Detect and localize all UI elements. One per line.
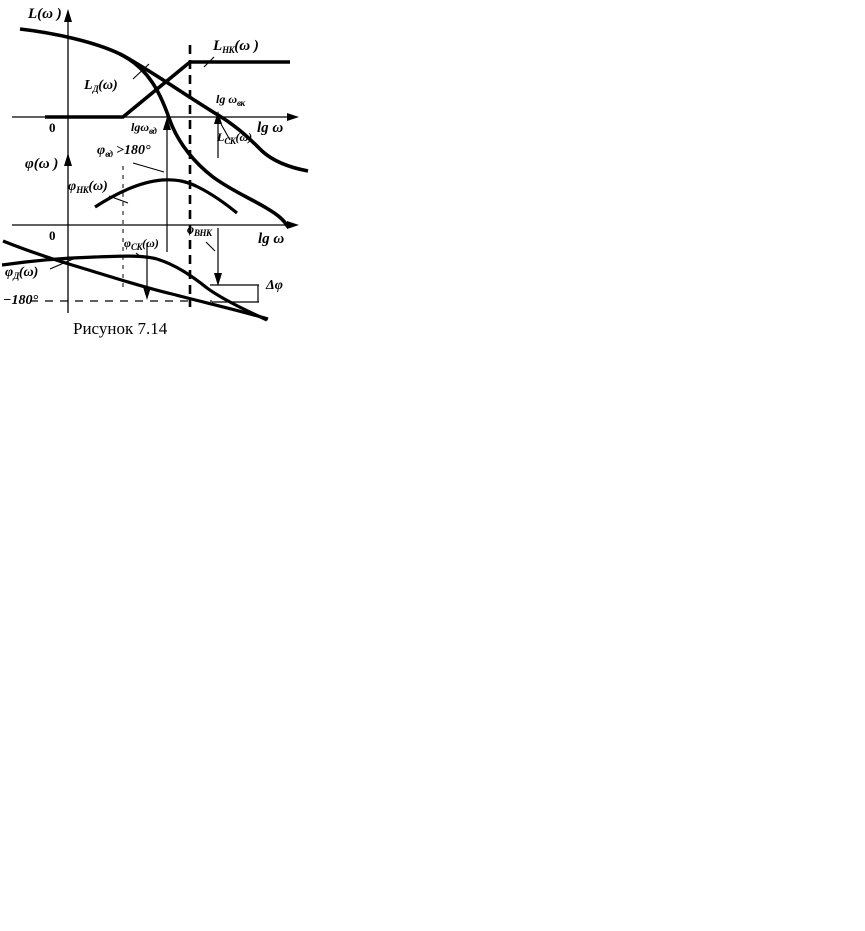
label-lg-omega-vk: lg ωвк bbox=[216, 92, 245, 108]
label-delta-phi: Δφ bbox=[266, 278, 283, 293]
label-phi-axis: φ(ω ) bbox=[25, 156, 59, 172]
figure-caption: Рисунок 7.14 bbox=[73, 319, 168, 338]
phi-axis-arrow-up-icon bbox=[64, 153, 72, 166]
label-phi-sk: φСК(ω) bbox=[124, 236, 159, 252]
label-phi-nk: φНК(ω) bbox=[68, 179, 108, 195]
arrow-phi-vnk-down bbox=[214, 228, 222, 286]
label-zero-top: 0 bbox=[49, 120, 56, 135]
label-L-d: LД(ω) bbox=[84, 78, 118, 94]
label-leader-lines bbox=[49, 56, 231, 270]
axis-arrow-up-icon bbox=[64, 9, 72, 22]
arrow-omega-vk bbox=[214, 111, 222, 158]
label-minus-180: −180° bbox=[3, 293, 39, 308]
label-L-nk: LНК(ω ) bbox=[213, 38, 259, 55]
axis-arrow-right-icon bbox=[287, 113, 299, 121]
curve-L-d bbox=[19, 27, 290, 228]
axis-arrow-right-icon bbox=[287, 221, 299, 229]
curve-L-sk bbox=[119, 52, 309, 173]
arrow-up-icon bbox=[214, 111, 222, 124]
arrow-down-icon bbox=[214, 273, 222, 286]
curve-phi-sk bbox=[1, 254, 268, 322]
curve-L-nk bbox=[45, 60, 290, 119]
label-lg-omega-top: lg ω bbox=[257, 120, 284, 136]
label-phi-vd-over-180: φвд >180° bbox=[97, 143, 151, 159]
delta-phi-bracket bbox=[210, 284, 259, 303]
curve-phi-nk bbox=[94, 178, 239, 215]
label-L-axis: L(ω ) bbox=[28, 6, 62, 22]
arrow-down-icon bbox=[143, 287, 151, 300]
label-L-sk: LСК(ω) bbox=[217, 130, 253, 146]
arrow-phi-sk-down bbox=[143, 243, 151, 300]
label-lg-omega-vd: lgωвд bbox=[131, 120, 157, 136]
label-lg-omega-mid: lg ω bbox=[258, 231, 285, 247]
label-zero-mid: 0 bbox=[49, 228, 56, 243]
label-phi-d: φД(ω) bbox=[5, 265, 39, 281]
curve-phi-d bbox=[2, 239, 269, 321]
arrow-omega-vd bbox=[163, 117, 171, 252]
middle-horizontal-axis bbox=[12, 221, 299, 229]
label-phi-vnk: φВНК bbox=[187, 222, 212, 238]
vertical-axis bbox=[64, 9, 72, 313]
arrow-up-icon bbox=[163, 117, 171, 130]
